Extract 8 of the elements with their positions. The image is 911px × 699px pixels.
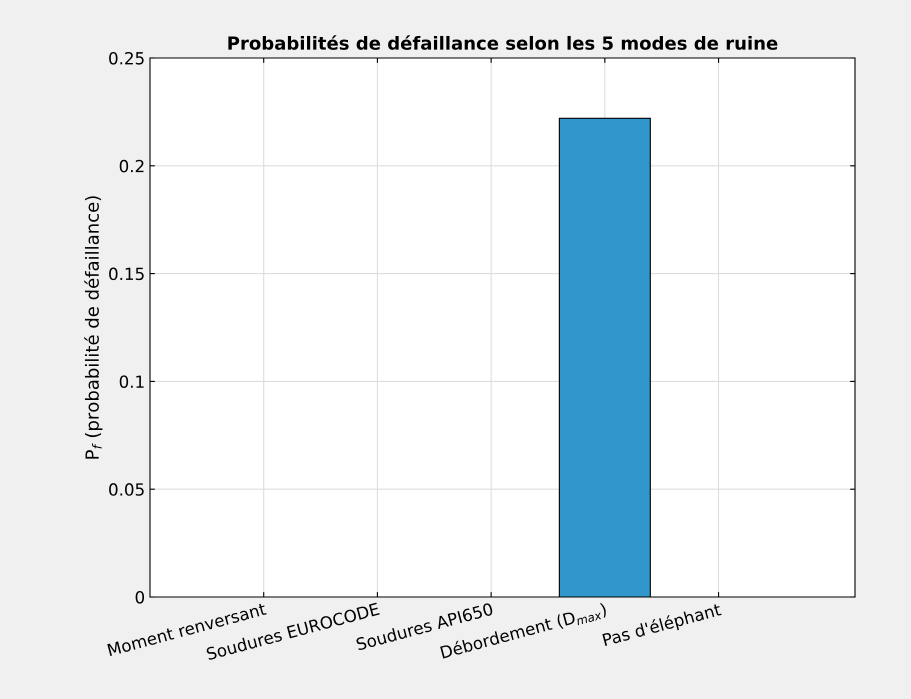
y-axis-title: P$_{f}$ (probabilité de défaillance) xyxy=(84,196,102,459)
y-tick-label: 0.25 xyxy=(109,52,144,65)
y-tick-label: 0.2 xyxy=(120,160,144,172)
y-tick-label: 0.15 xyxy=(109,268,144,280)
y-tick-label: 0.05 xyxy=(109,483,144,496)
y-tick-label: 0.1 xyxy=(120,375,144,388)
y-tick-label: 0 xyxy=(136,590,144,604)
chart-title: Probabilités de défaillance selon les 5 modes de ruine xyxy=(228,35,778,50)
